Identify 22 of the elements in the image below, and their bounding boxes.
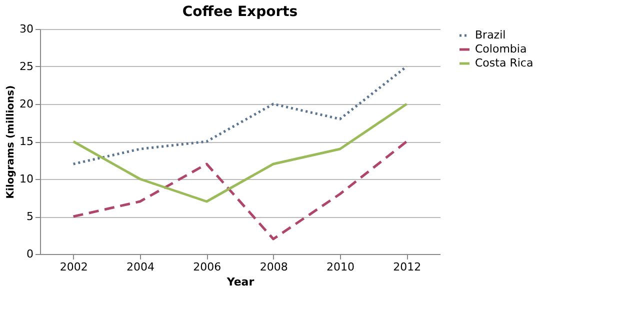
y-tick-label: 15 — [20, 135, 34, 148]
legend-label: Brazil — [475, 28, 506, 42]
line-series — [72, 102, 408, 203]
y-tick-label: 25 — [20, 60, 34, 73]
y-tick-label: 10 — [20, 172, 34, 186]
x-tick-label: 2002 — [60, 260, 88, 274]
x-tick-label: 2012 — [393, 260, 422, 274]
x-tick-label: 2004 — [126, 260, 154, 274]
line-series — [72, 140, 408, 240]
x-tick-label: 2006 — [193, 260, 222, 274]
x-axis-title: Year — [226, 276, 255, 288]
x-tick-label: 2008 — [260, 260, 288, 274]
y-tick-label: 30 — [20, 22, 34, 36]
y-axis-title: Kilograms (millions) — [6, 85, 17, 199]
y-tick-label: 20 — [20, 98, 34, 110]
legend-label: Colombia — [475, 42, 527, 56]
y-tick-label: 0 — [26, 248, 34, 260]
legend-label: Costa Rica — [475, 56, 534, 70]
line-series — [72, 65, 408, 166]
x-tick-label: 2010 — [326, 260, 354, 274]
y-tick-label: 5 — [26, 210, 34, 223]
chart-title: Coffee Exports — [182, 4, 298, 20]
